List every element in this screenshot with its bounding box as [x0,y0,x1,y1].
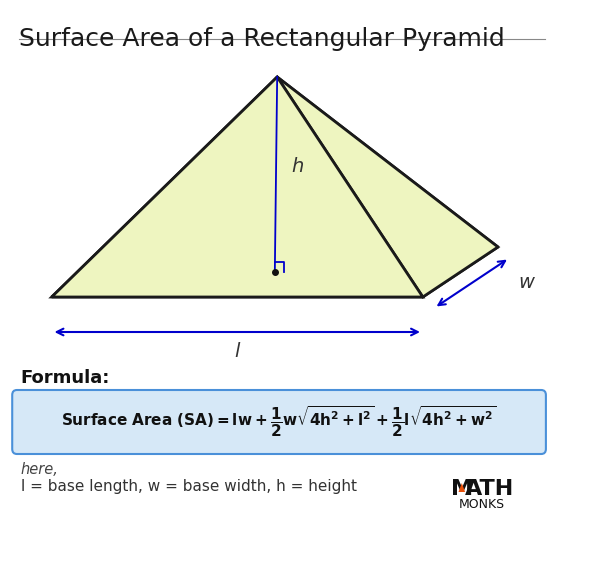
Text: MONKS: MONKS [458,498,505,511]
Text: h: h [291,157,304,176]
Text: l: l [235,342,240,361]
Polygon shape [52,247,498,297]
Polygon shape [127,77,498,247]
Polygon shape [52,77,423,297]
Polygon shape [277,77,498,297]
Text: w: w [519,273,535,293]
Text: Surface Area of a Rectangular Pyramid: Surface Area of a Rectangular Pyramid [19,27,505,51]
Text: ATH: ATH [465,479,514,499]
Text: M: M [451,479,473,499]
Text: l = base length, w = base width, h = height: l = base length, w = base width, h = hei… [20,479,356,494]
Text: here,: here, [20,462,59,477]
FancyBboxPatch shape [12,390,546,454]
Text: Formula:: Formula: [20,369,110,387]
Text: $\mathbf{Surface\ Area\ (SA) = lw + \dfrac{1}{2}w\sqrt{4h^2 + l^2} + \dfrac{1}{2: $\mathbf{Surface\ Area\ (SA) = lw + \dfr… [61,405,497,439]
Polygon shape [458,483,465,492]
Polygon shape [52,77,277,297]
